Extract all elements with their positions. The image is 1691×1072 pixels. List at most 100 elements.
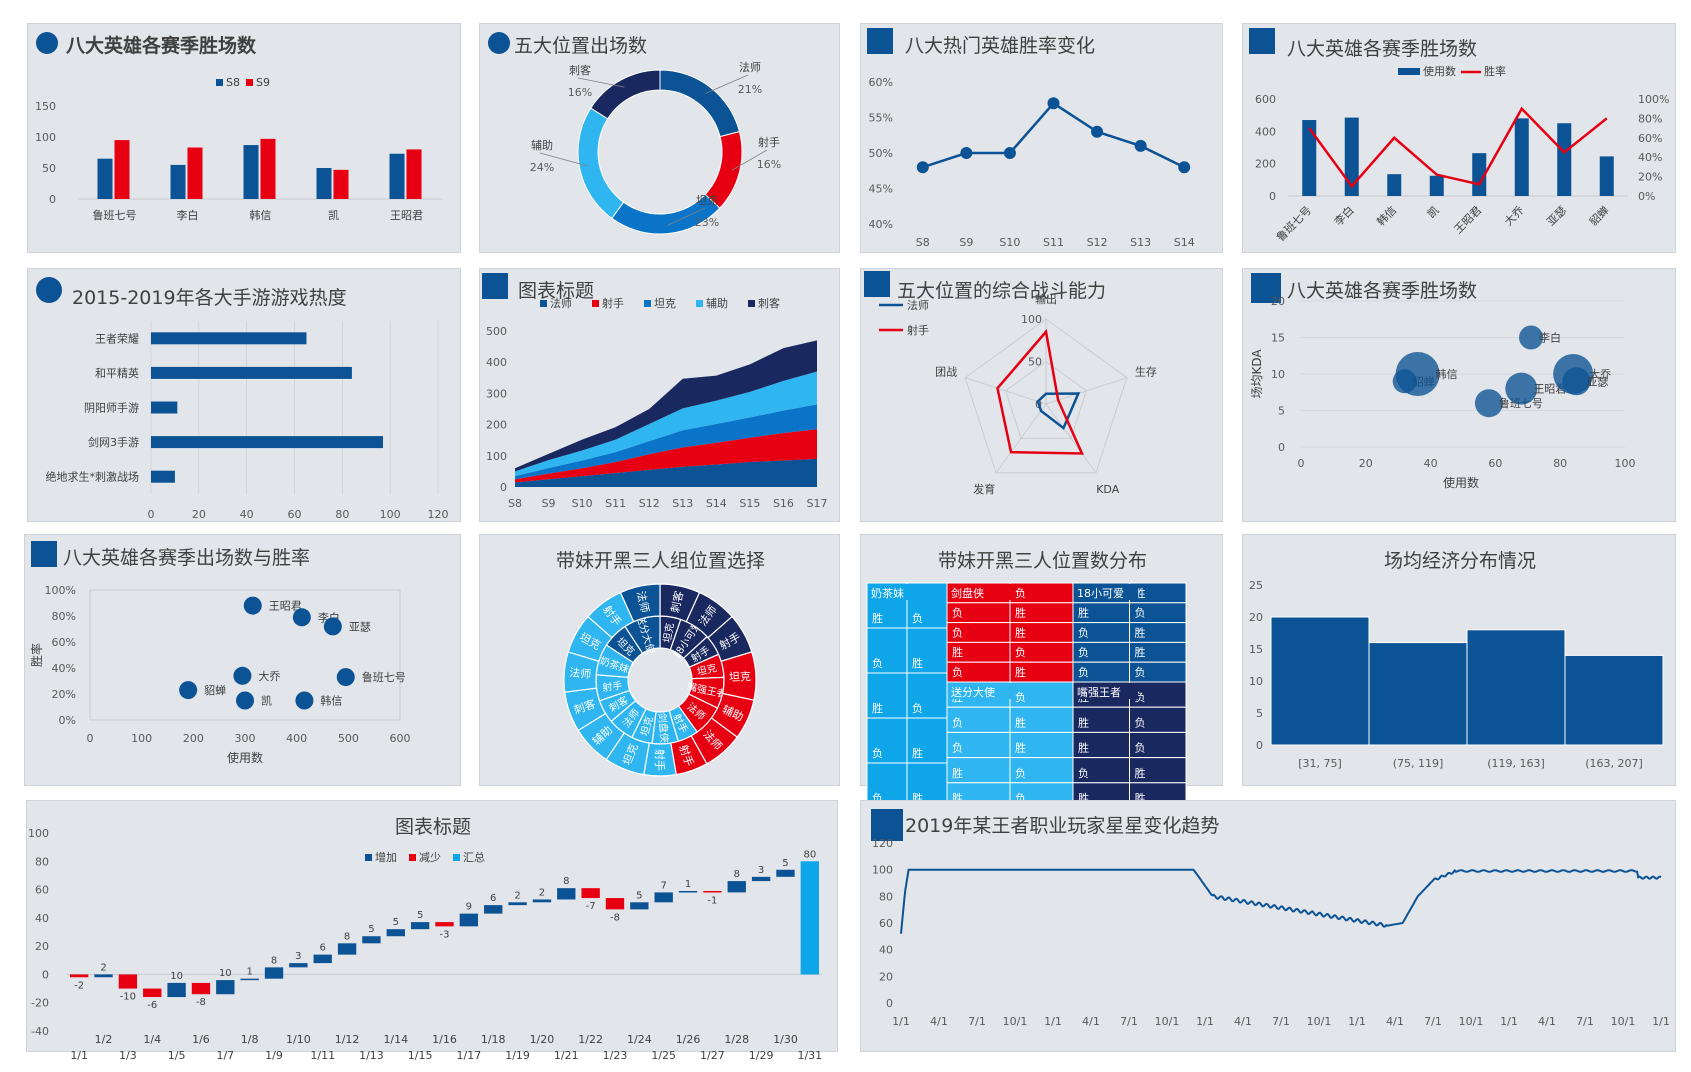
axis-label: KDA [1096, 483, 1119, 496]
treemap-cell [1072, 731, 1130, 759]
cell-label: 负 [1015, 690, 1026, 704]
y-axis-title: 胜率 [29, 643, 44, 667]
panel-winrate-trend: 八大热门英雄胜率变化 40% 45% 50% 55% 60% S8 S9 S10 S11 S12 S… [860, 23, 1223, 253]
slice-percent: 16% [568, 86, 592, 99]
segment-label: 坦克 [729, 669, 752, 684]
radar-ring [1004, 360, 1088, 439]
chart-title: 2019年某王者职业玩家星星变化趋势 [905, 815, 1220, 837]
legend-swatch [409, 854, 416, 861]
y-tick-label: 100 [28, 827, 49, 840]
chart-p9: 0% 20% 40% 60% 80% 100% 0 100 200 300 400 500 600 使用数… [29, 584, 411, 765]
data-point [336, 668, 355, 687]
data-label: 8 [563, 876, 569, 887]
data-label: -10 [120, 992, 136, 1003]
y-tick-label: 600 [1255, 93, 1276, 106]
y-tick-label: 100 [35, 131, 56, 144]
y-tick-label: 45% [869, 183, 893, 196]
panel-treemap: 带妹开黑三人位置数分布 胜负负胜胜负负胜负胜奶茶妹胜负负胜负胜胜负负胜剑盘侠负胜… [860, 534, 1223, 809]
data-point [243, 596, 262, 615]
panel-usage-winrate-combo: 八大英雄各赛季胜场数 0 200 400 600 0% 20% 40% 60% 80% 100% 鲁… [1242, 23, 1676, 253]
bar [1302, 120, 1317, 196]
cell-label: 负 [952, 741, 963, 755]
x-tick-label: 600 [390, 732, 411, 745]
slice-percent: 21% [738, 83, 762, 96]
cell-label: 负 [1078, 645, 1089, 659]
treemap-cell [946, 757, 1011, 784]
x-tick-label: 韩信 [250, 208, 272, 222]
group-label-bg [948, 683, 1012, 699]
y-tick-label: 0 [500, 481, 507, 494]
legend-label: 刺客 [758, 296, 780, 310]
y-tick-label: 40 [879, 944, 893, 957]
panel-marker-icon [864, 271, 890, 297]
cell-label: 胜 [1135, 645, 1146, 659]
x-tick-label: 500 [338, 732, 359, 745]
x-tick-label: 120 [428, 508, 449, 521]
cell-label: 胜 [1015, 715, 1026, 729]
chart-p6: 0 100 200 300 400 500 S8 S9 S10 S11 S12 S13 S14 S15 S1… [486, 296, 827, 510]
legend-swatch [216, 79, 223, 86]
segment-label: 射手 [676, 743, 697, 768]
chart-title: 八大英雄各赛季出场数与胜率 [63, 547, 311, 569]
bubble [1562, 367, 1591, 396]
x-tick-label: 4/1 [1386, 1015, 1404, 1028]
x-tick-label: S15 [739, 497, 760, 510]
legend-label: 辅助 [706, 296, 728, 310]
y-tick-label: 0 [1278, 441, 1285, 454]
waterfall-bar [70, 974, 89, 978]
cell-label: 胜 [952, 791, 963, 805]
radar-series [996, 328, 1084, 455]
y2-tick-label: 20% [1638, 171, 1662, 184]
cell-label: 负 [1135, 606, 1146, 620]
x-tick-label: 鲁班七号 [1273, 203, 1314, 244]
x-tick-label: (75, 119] [1393, 757, 1444, 770]
leader-line [539, 152, 588, 167]
data-label: -3 [440, 929, 450, 940]
cell-label: 胜 [1015, 665, 1026, 679]
slice-percent: 16% [757, 158, 781, 171]
axis-label: 生存 [1135, 365, 1157, 379]
y2-tick-label: 60% [1638, 132, 1662, 145]
x-tick-label: S16 [773, 497, 794, 510]
x-tick-label: (119, 163] [1487, 757, 1545, 770]
panel-marker-icon [488, 32, 510, 54]
x-tick-label: S10 [572, 497, 593, 510]
chart-p2: 法师 21% 射手 16% 坦克 23% 辅助 24% 刺客 16% [530, 60, 781, 235]
legend-label: 胜率 [1484, 64, 1506, 78]
legend-label: S9 [256, 76, 270, 89]
x-tick-label: 1/1 [1348, 1015, 1366, 1028]
x-tick-label: 100 [380, 508, 401, 521]
axis-label: 输出 [1035, 292, 1057, 306]
legend-label: 法师 [550, 296, 572, 310]
x-tick-label: S12 [639, 497, 660, 510]
x-tick-label: 1/11 [310, 1049, 335, 1062]
x-tick-label: S9 [959, 236, 973, 249]
cell-label: 负 [1015, 645, 1026, 659]
x-axis-title: 使用数 [227, 750, 263, 765]
waterfall-bar [776, 869, 795, 877]
leader-line [577, 77, 625, 88]
y-tick-label: 15 [1271, 332, 1285, 345]
data-point [960, 147, 973, 159]
slice-percent: 23% [695, 216, 719, 229]
legend-swatch [592, 300, 599, 307]
x-tick-label: 7/1 [1272, 1015, 1290, 1028]
radar-tick-label: 50 [1028, 356, 1042, 369]
x-tick-label: 4/1 [1538, 1015, 1556, 1028]
waterfall-bar [240, 978, 259, 981]
cell-label: 胜 [912, 791, 923, 805]
data-label: 8 [344, 931, 350, 942]
y-tick-label: 60% [869, 76, 893, 89]
chart-title: 五大位置的综合战斗能力 [897, 280, 1107, 302]
segment-label: 法师 [569, 665, 592, 681]
data-label: 10 [170, 971, 183, 982]
data-label: 2 [539, 887, 545, 898]
legend-label: 使用数 [1423, 65, 1456, 78]
x-tick-label: 10/1 [1155, 1015, 1180, 1028]
chart-title: 八大英雄各赛季胜场数 [1287, 38, 1478, 60]
y-tick-label: 40% [52, 662, 76, 675]
cell-label: 负 [952, 625, 963, 639]
chart-p8: 05101520020406080100使用数场均KDA貂蝉韩信鲁班七号李白王昭… [1250, 295, 1636, 490]
x-tick-label: 王昭君 [1452, 204, 1485, 237]
point-label: 鲁班七号 [362, 670, 406, 684]
